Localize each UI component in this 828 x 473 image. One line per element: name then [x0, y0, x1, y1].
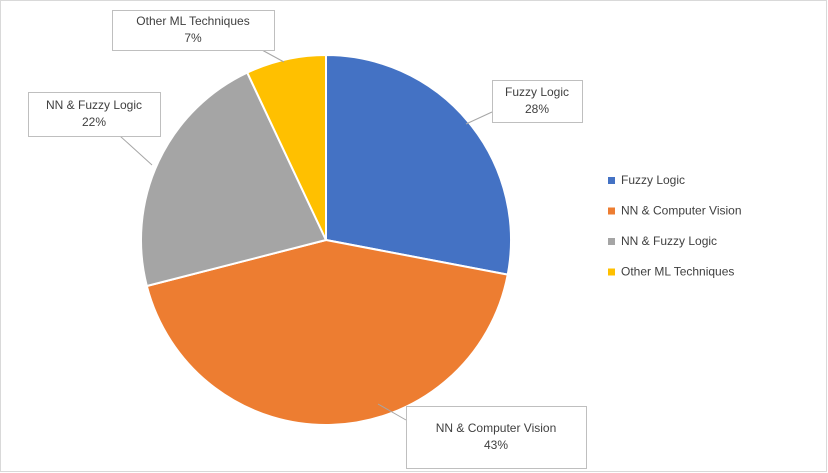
data-label-value: 7%: [184, 31, 202, 45]
legend-label: NN & Computer Vision: [621, 204, 742, 218]
legend-swatch: [608, 177, 615, 184]
data-label-box: [28, 92, 161, 137]
pie-slice: [145, 238, 509, 426]
leader-line: [119, 135, 153, 166]
data-label-value: 22%: [82, 115, 106, 129]
pie-slice: [140, 71, 328, 288]
data-label-box: [112, 10, 275, 51]
data-label-box: [492, 80, 583, 123]
data-label-name: Fuzzy Logic: [505, 85, 569, 99]
data-label-name: NN & Computer Vision: [436, 421, 557, 435]
pie-slice: [325, 53, 512, 276]
data-label-value: 43%: [484, 438, 508, 452]
pie-slice: [245, 53, 327, 241]
legend-swatch: [608, 207, 615, 215]
leader-line: [261, 49, 285, 63]
data-label-name: Other ML Techniques: [136, 14, 249, 28]
legend-label: Other ML Techniques: [621, 265, 734, 279]
legend-swatch: [608, 268, 615, 276]
data-label-name: NN & Fuzzy Logic: [46, 98, 142, 112]
legend-swatch: [608, 238, 615, 245]
leader-line: [377, 403, 407, 421]
legend-label: NN & Fuzzy Logic: [621, 234, 717, 248]
data-label-value: 28%: [525, 102, 549, 116]
data-label-box: [406, 406, 587, 469]
leader-line: [465, 111, 493, 125]
legend-label: Fuzzy Logic: [621, 173, 685, 187]
